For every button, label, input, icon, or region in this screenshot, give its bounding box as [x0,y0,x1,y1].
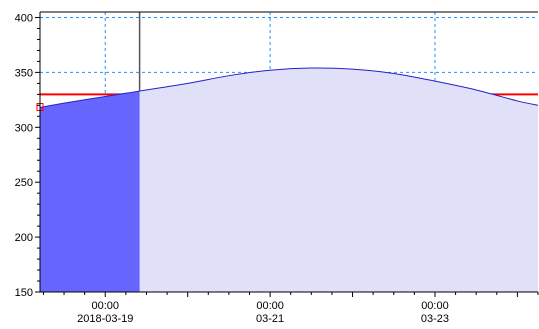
y-tick-label: 200 [15,232,33,244]
x-tick-label-time: 00:00 [256,300,284,312]
x-tick-label-date: 03-23 [421,313,449,325]
x-tick-label-time: 00:00 [91,300,119,312]
x-tick-label-date: 2018-03-19 [77,313,133,325]
series-area [40,67,538,292]
y-tick-label: 350 [15,67,33,79]
x-tick-label-date: 03-21 [256,313,284,325]
series [36,67,539,292]
series-highlight-area [40,91,140,292]
y-tick-label: 150 [15,287,33,299]
y-tick-label: 250 [15,177,33,189]
y-tick-label: 300 [15,122,33,134]
series-line [39,67,539,109]
axes [35,11,539,297]
y-tick-label: 400 [15,12,33,24]
y-tick-labels: 150 200 250 300 350 400 [15,12,33,299]
x-tick-label-time: 00:00 [421,300,449,312]
